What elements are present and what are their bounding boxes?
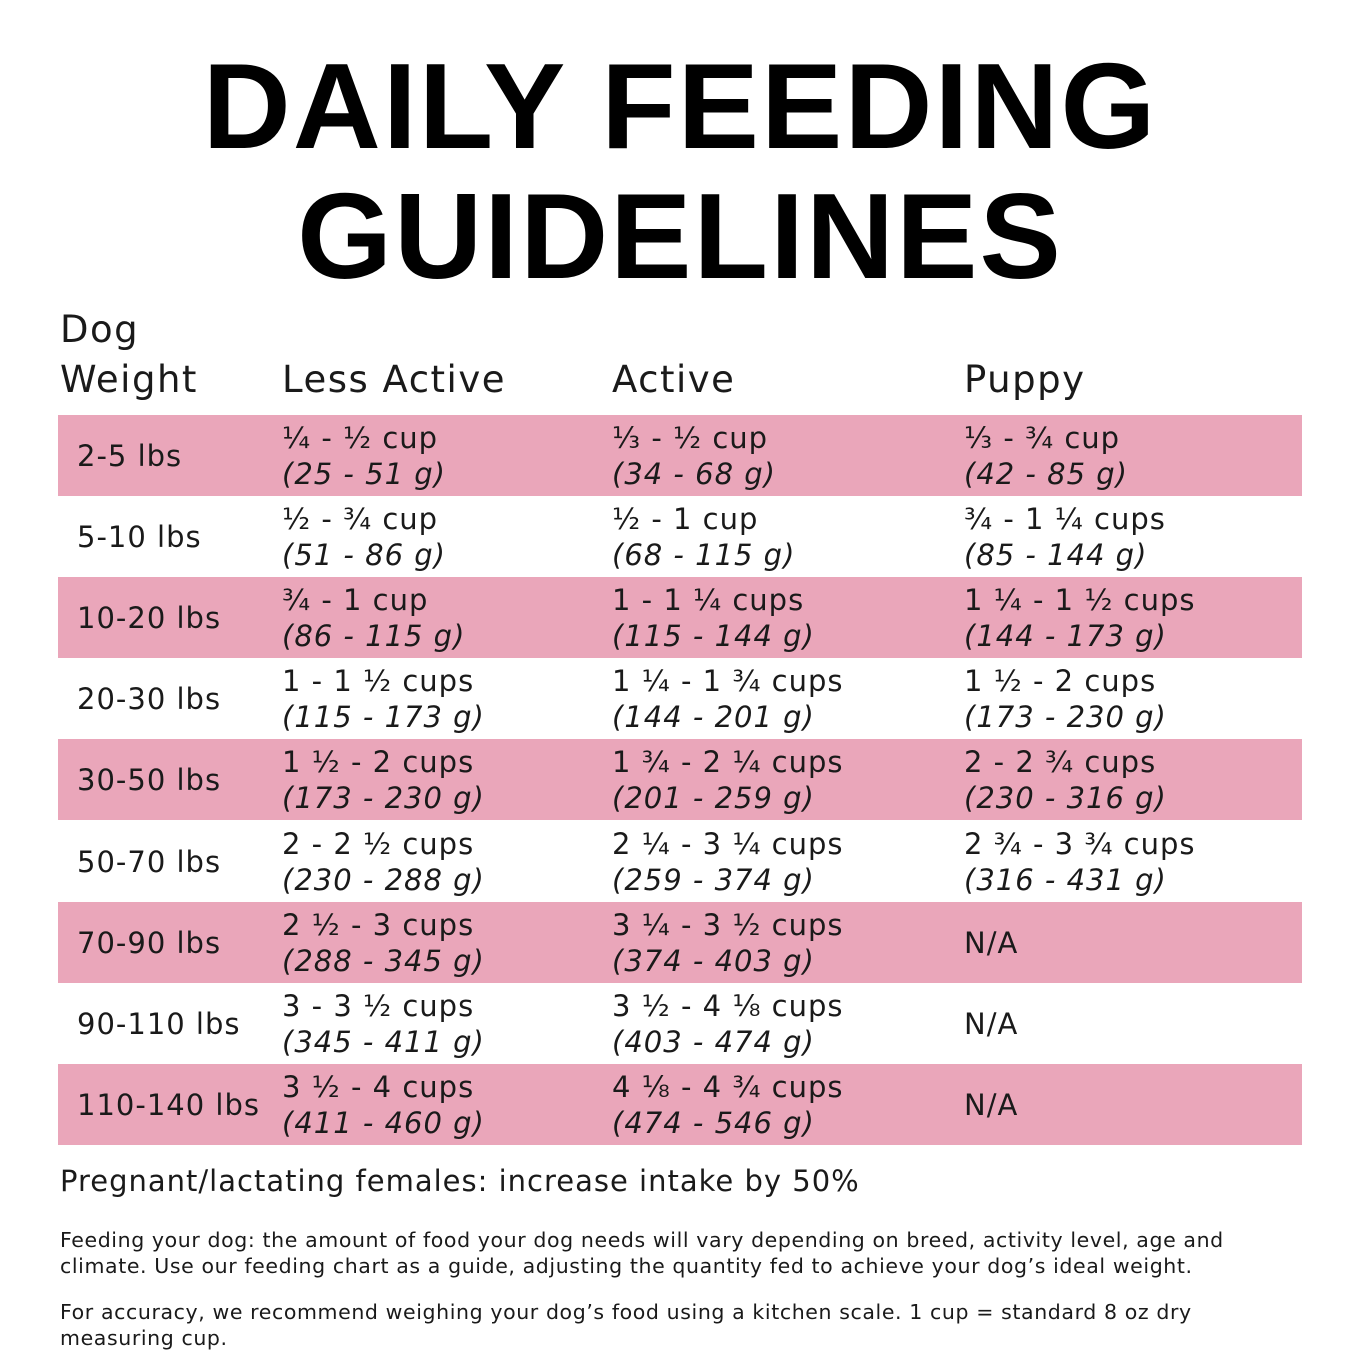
note: Feeding your dog: the amount of food you… <box>60 1228 1224 1278</box>
cups: 2 - 2 ¾ cups <box>964 745 1157 780</box>
column-header: Less Active <box>282 358 506 401</box>
weight-cell: 110-140 lbs <box>77 1087 260 1122</box>
cell-text: N/A <box>964 1087 1019 1122</box>
grams: (173 - 230 g) <box>964 700 1167 735</box>
grams: (34 - 68 g) <box>612 457 776 491</box>
cups: ¾ - 1 cup <box>282 583 429 618</box>
cups: 1 ¾ - 2 ¼ cups <box>612 745 844 780</box>
grams: (474 - 546 g) <box>612 1105 815 1140</box>
column-header: Puppy <box>964 358 1086 401</box>
weight-cell: 10-20 lbs <box>77 601 222 636</box>
grams: (230 - 316 g) <box>964 781 1167 816</box>
grams: (374 - 403 g) <box>612 943 815 978</box>
cups: ¼ - ½ cup <box>282 421 439 455</box>
weight-cell: 2-5 lbs <box>77 439 183 473</box>
grams: (42 - 85 g) <box>964 457 1128 491</box>
cups: 1 ¼ - 1 ¾ cups <box>612 664 844 699</box>
grams: (144 - 201 g) <box>612 700 815 735</box>
column-header: Active <box>612 358 736 401</box>
grams: (201 - 259 g) <box>612 781 815 816</box>
grams: (230 - 288 g) <box>282 862 485 897</box>
weight-cell: 30-50 lbs <box>77 763 222 798</box>
grams: (115 - 173 g) <box>282 700 485 735</box>
column-header: Weight <box>60 358 198 401</box>
grams: (403 - 474 g) <box>612 1024 815 1059</box>
table-row <box>58 415 1302 496</box>
cups: ½ - 1 cup <box>612 502 759 537</box>
cups: 3 ¼ - 3 ½ cups <box>612 907 844 942</box>
cups: 2 ¼ - 3 ¼ cups <box>612 826 844 861</box>
cups: 1 ½ - 2 cups <box>282 745 475 780</box>
weight-cell: 50-70 lbs <box>77 844 222 879</box>
cups: 1 ¼ - 1 ½ cups <box>964 583 1196 618</box>
cups: 3 ½ - 4 ⅛ cups <box>612 988 844 1023</box>
weight-cell: 70-90 lbs <box>77 925 222 960</box>
cups: 2 ¾ - 3 ¾ cups <box>964 826 1196 861</box>
grams: (316 - 431 g) <box>964 862 1167 897</box>
cups: ¾ - 1 ¼ cups <box>964 502 1166 537</box>
cups: 1 - 1 ¼ cups <box>612 583 805 618</box>
grams: (411 - 460 g) <box>282 1105 485 1140</box>
cups: 1 ½ - 2 cups <box>964 664 1157 699</box>
table-row <box>58 1063 1302 1145</box>
cups: ⅓ - ¾ cup <box>964 421 1121 455</box>
table-row <box>58 577 1302 659</box>
cups: ½ - ¾ cup <box>282 502 439 537</box>
grams: (85 - 144 g) <box>964 538 1148 573</box>
table-row <box>58 739 1302 821</box>
table-row <box>58 901 1302 983</box>
pregnant-note: Pregnant/lactating females: increase int… <box>60 1164 860 1198</box>
grams: (144 - 173 g) <box>964 619 1167 654</box>
cell-text: N/A <box>964 925 1019 960</box>
cell-text: N/A <box>964 1006 1019 1041</box>
grams: (115 - 144 g) <box>612 619 815 654</box>
grams: (68 - 115 g) <box>612 538 796 573</box>
grams: (25 - 51 g) <box>282 457 446 491</box>
weight-cell: 20-30 lbs <box>77 682 222 717</box>
weight-cell: 5-10 lbs <box>77 520 202 555</box>
grams: (86 - 115 g) <box>282 619 466 654</box>
note: For accuracy, we recommend weighing your… <box>60 1300 1192 1350</box>
title-line: DAILY FEEDING <box>202 38 1158 174</box>
cups: 1 - 1 ½ cups <box>282 664 475 699</box>
grams: (259 - 374 g) <box>612 862 815 897</box>
title-line: GUIDELINES <box>297 168 1063 304</box>
cups: 2 - 2 ½ cups <box>282 826 475 861</box>
weight-cell: 90-110 lbs <box>77 1006 241 1041</box>
cups: 2 ½ - 3 cups <box>282 907 475 942</box>
cups: 4 ⅛ - 4 ¾ cups <box>612 1069 844 1104</box>
cups: 3 - 3 ½ cups <box>282 988 475 1023</box>
grams: (288 - 345 g) <box>282 943 485 978</box>
grams: (173 - 230 g) <box>282 781 485 816</box>
grams: (345 - 411 g) <box>282 1024 485 1059</box>
grams: (51 - 86 g) <box>282 538 446 573</box>
cups: 3 ½ - 4 cups <box>282 1069 475 1104</box>
cups: ⅓ - ½ cup <box>612 421 769 455</box>
column-header: Dog <box>60 308 140 351</box>
